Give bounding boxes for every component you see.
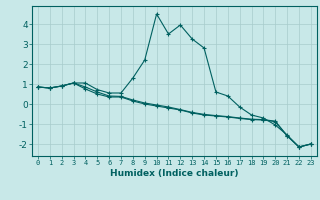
X-axis label: Humidex (Indice chaleur): Humidex (Indice chaleur) xyxy=(110,169,239,178)
